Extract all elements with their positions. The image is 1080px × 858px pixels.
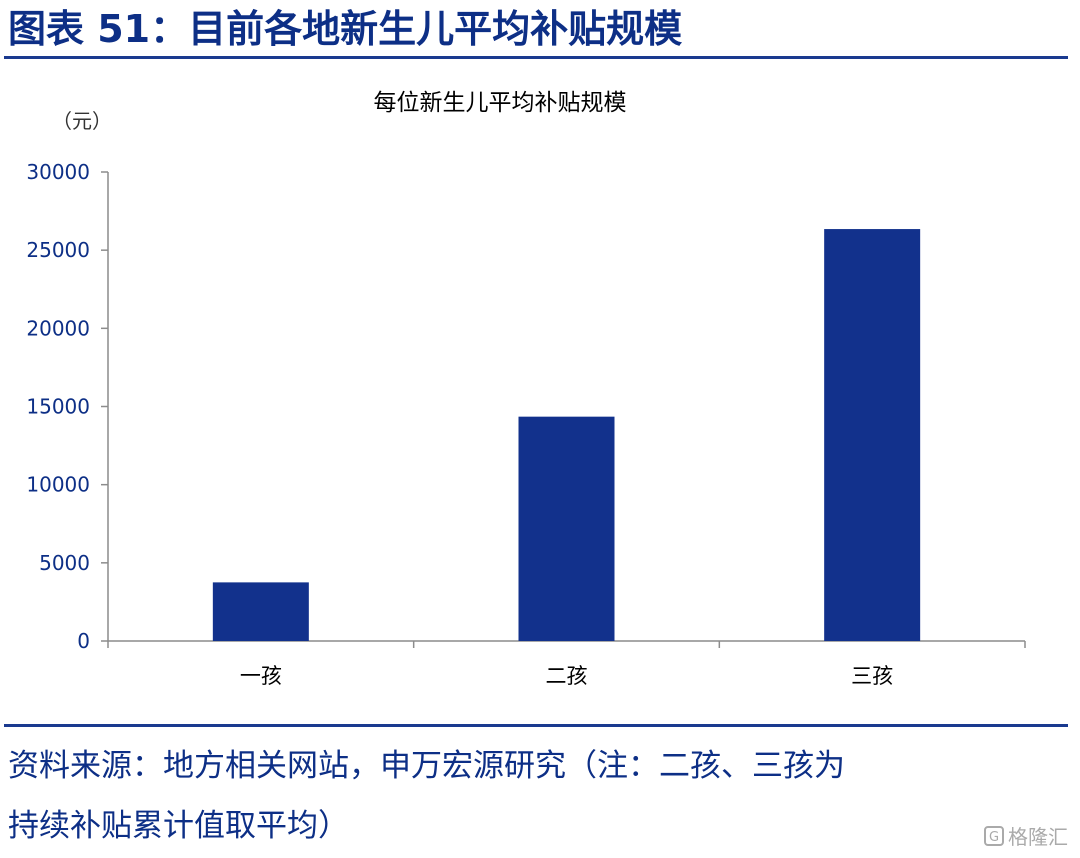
x-tick-label: 二孩	[546, 664, 588, 688]
y-tick-label: 15000	[26, 395, 90, 419]
source-note-line-1: 资料来源：地方相关网站，申万宏源研究（注：二孩、三孩为	[8, 748, 845, 784]
y-tick-label: 20000	[26, 316, 90, 340]
source-note-line-2: 持续补贴累计值取平均）	[8, 808, 349, 844]
x-axis: 一孩 二孩 三孩	[107, 640, 1026, 688]
title-divider	[4, 56, 1068, 59]
watermark-logo-icon: G	[984, 825, 1004, 846]
source-divider	[4, 724, 1068, 727]
watermark-text: 格隆汇	[1008, 825, 1068, 849]
x-tick-label: 一孩	[240, 664, 282, 688]
bars	[212, 229, 921, 642]
watermark: G 格隆汇	[984, 821, 1068, 850]
y-tick-label: 30000	[26, 160, 90, 184]
figure-title: 图表 51：目前各地新生儿平均补贴规模	[8, 7, 683, 51]
bar-chart: 每位新生儿平均补贴规模 （元） 0 5000 10000 15000 20000 2500…	[26, 90, 1026, 688]
y-axis-unit-label: （元）	[52, 109, 112, 133]
y-axis: 0 5000 10000 15000 20000 25000 30000	[26, 160, 109, 653]
y-tick-label: 0	[77, 629, 90, 653]
bar-2	[518, 416, 615, 641]
bar-3	[824, 229, 921, 642]
y-tick-label: 25000	[26, 238, 90, 262]
chart-title: 每位新生儿平均补贴规模	[374, 90, 627, 116]
y-tick-label: 5000	[39, 551, 90, 575]
y-tick-label: 10000	[26, 473, 90, 497]
x-tick-label: 三孩	[851, 664, 893, 688]
bar-1	[212, 582, 309, 641]
